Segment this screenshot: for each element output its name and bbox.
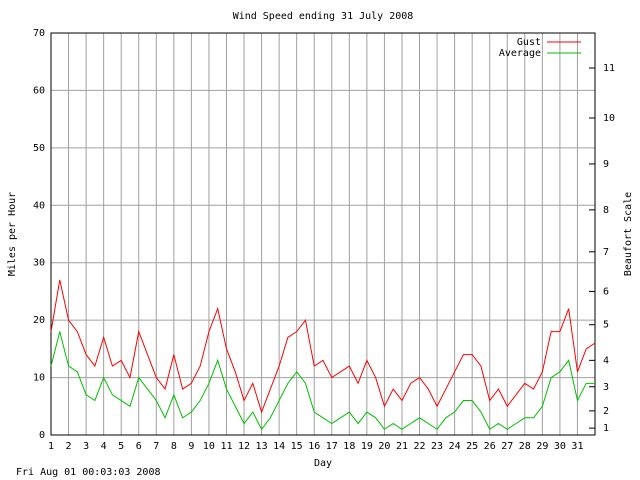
plot-frame [50,32,596,436]
y2-tick-label: 1 [603,423,609,434]
y2-tick-label: 9 [603,159,609,170]
x-tick-label: 31 [571,441,583,452]
x-tick-label: 4 [101,441,107,452]
x-tick-label: 20 [378,441,390,452]
y-tick-label: 60 [33,85,45,96]
legend-label: Gust [517,37,541,48]
y2-tick-label: 10 [603,113,615,124]
y-tick-label: 10 [33,373,45,384]
x-tick-label: 11 [220,441,232,452]
series-line [50,279,596,414]
x-tick-label: 13 [256,441,268,452]
y-tick-label: 40 [33,200,45,211]
x-tick-label: 1 [48,441,54,452]
x-tick-label: 23 [431,441,443,452]
y-tick-label: 50 [33,143,45,154]
y2-axis-label: Beaufort Scale [623,192,634,276]
y2-tick-label: 5 [603,320,609,331]
y2-tick-label: 3 [603,382,609,393]
y-tick-label: 70 [33,28,45,39]
x-tick-label: 29 [536,441,548,452]
x-tick-label: 18 [343,441,355,452]
legend-label: Average [499,48,541,59]
y2-tick-label: 4 [603,355,609,366]
x-tick-label: 6 [136,441,142,452]
y-tick-label: 30 [33,258,45,269]
y-axis-label: Miles per Hour [7,192,18,276]
y2-tick-label: 8 [603,205,609,216]
y2-tick-label: 6 [603,286,609,297]
x-tick-label: 12 [238,441,250,452]
x-tick-label: 22 [413,441,425,452]
footer: Fri Aug 01 00:03:03 2008 [16,467,161,478]
chart-title: Wind Speed ending 31 July 2008 [233,11,414,22]
y2-tick-label: 11 [603,63,615,74]
x-tick-label: 10 [203,441,215,452]
x-tick-label: 14 [273,441,285,452]
x-tick-label: 15 [291,441,303,452]
x-tick-label: 24 [449,441,461,452]
series-line [50,331,595,431]
x-tick-label: 19 [361,441,373,452]
x-tick-label: 17 [326,441,338,452]
x-tick-label: 25 [466,441,478,452]
y2-tick-label: 7 [603,247,609,258]
y-tick-label: 0 [39,430,45,441]
x-tick-label: 7 [153,441,159,452]
x-tick-label: 2 [66,441,72,452]
x-tick-label: 28 [519,441,531,452]
x-tick-label: 26 [484,441,496,452]
x-tick-label: 8 [171,441,177,452]
x-tick-label: 30 [554,441,566,452]
x-tick-label: 3 [83,441,89,452]
x-tick-label: 5 [118,441,124,452]
y-tick-label: 20 [33,315,45,326]
x-tick-label: 27 [501,441,513,452]
x-tick-label: 16 [308,441,320,452]
y2-tick-label: 2 [603,406,609,417]
x-axis-label: Day [314,458,332,469]
x-tick-label: 21 [396,441,408,452]
x-tick-label: 9 [188,441,194,452]
